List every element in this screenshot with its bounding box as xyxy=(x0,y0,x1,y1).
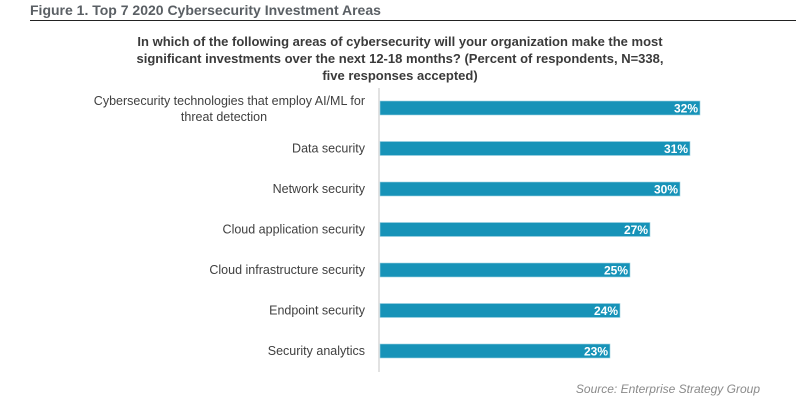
bar xyxy=(379,222,651,237)
bar-data-label: 23% xyxy=(584,345,608,359)
chart-title: In which of the following areas of cyber… xyxy=(136,34,664,83)
category-label: Cybersecurity technologies that employ A… xyxy=(94,94,365,124)
bar xyxy=(379,181,681,197)
title-rule xyxy=(30,20,796,21)
bar xyxy=(379,343,611,359)
bar-data-label: 27% xyxy=(624,223,648,237)
category-label: Network security xyxy=(273,182,366,196)
category-label: Cloud application security xyxy=(223,223,366,237)
bar-data-label: 30% xyxy=(654,183,678,197)
category-label: Cloud infrastructure security xyxy=(209,263,365,277)
bar xyxy=(379,303,621,318)
bar-data-label: 32% xyxy=(674,102,698,116)
figure-title: Figure 1. Top 7 2020 Cybersecurity Inves… xyxy=(30,2,381,18)
bar-data-label: 25% xyxy=(604,264,628,278)
source-note: Source: Enterprise Strategy Group xyxy=(575,382,760,396)
bar xyxy=(379,262,631,278)
bar-data-label: 24% xyxy=(594,304,618,318)
category-label: Security analytics xyxy=(268,344,365,358)
category-label: Endpoint security xyxy=(269,304,366,318)
bar xyxy=(379,100,701,116)
category-label: Data security xyxy=(292,142,366,156)
bar-data-label: 31% xyxy=(664,142,688,156)
bar xyxy=(379,141,691,156)
